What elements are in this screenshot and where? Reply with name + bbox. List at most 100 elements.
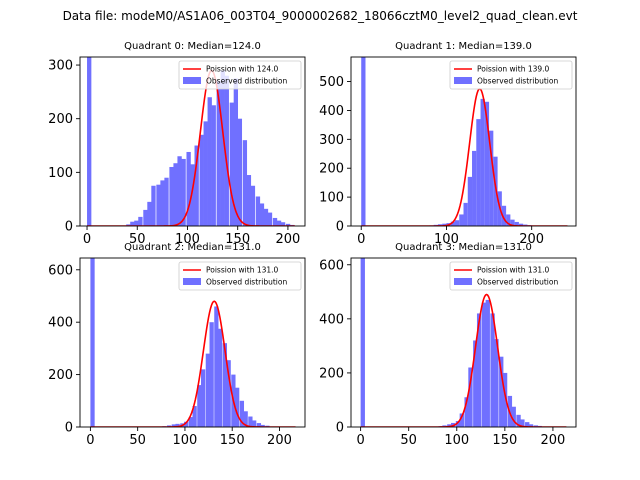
plot-area <box>90 258 296 427</box>
legend-label-observed: Observed distribution <box>477 278 558 287</box>
legend-box <box>449 60 573 90</box>
panel-quadrant-2: 0 50 100 150 200 0 200 400 600 Poission with 131.… <box>48 242 306 448</box>
hist-bar <box>501 205 507 226</box>
panel-quadrant-0: 0 50 100 150 200 0 100 200 300 Poission with 124.… <box>48 41 306 247</box>
axes-frame <box>350 56 577 227</box>
x-tick-label: 200 <box>276 232 301 247</box>
x-tick-label: 100 <box>173 433 198 448</box>
plot-area <box>361 57 568 226</box>
hist-bar <box>502 372 508 427</box>
hist-bar <box>481 302 487 427</box>
hist-bar <box>272 217 278 226</box>
plot-area <box>87 57 295 226</box>
y-tick-label: 0 <box>336 220 344 235</box>
x-tick-label: 200 <box>541 433 566 448</box>
hist-bar <box>243 411 248 427</box>
hist-bar <box>160 180 165 226</box>
hist-bar <box>280 222 286 226</box>
legend-label-observed: Observed distribution <box>206 278 287 287</box>
hist-bar <box>360 258 365 427</box>
hist-bar <box>276 220 282 226</box>
hist-bar <box>90 258 95 427</box>
x-tick-label: 100 <box>444 433 469 448</box>
y-tick-label: 0 <box>336 421 344 436</box>
hist-bar <box>459 214 464 226</box>
y-tick-label: 200 <box>319 162 344 177</box>
hist-bar <box>454 220 460 226</box>
hist-bar <box>211 105 216 226</box>
panel-quadrant-1: 0 100 200 0 100 200 300 400 500 Poission with 139… <box>319 41 577 247</box>
hist-bar <box>484 101 490 226</box>
hist-bar <box>134 220 139 226</box>
hist-bar <box>468 367 473 427</box>
hist-bar <box>239 400 245 427</box>
legend: Poission with 131.0 Observed distribution <box>449 261 573 291</box>
hist-bar <box>285 223 291 226</box>
y-tick-label: 400 <box>48 316 73 331</box>
hist-bar <box>463 202 468 226</box>
hist-bar <box>235 387 240 427</box>
hist-bar <box>209 322 214 427</box>
hist-bar <box>525 422 530 427</box>
hist-bar <box>186 151 191 226</box>
y-tick-label: 600 <box>48 263 73 278</box>
legend: Poission with 124.0 Observed distribution <box>178 60 302 90</box>
hist-bar <box>216 81 221 226</box>
hist-bar <box>190 164 195 226</box>
poisson-fit-line <box>90 300 296 427</box>
hist-bar <box>493 156 498 226</box>
hist-bar <box>130 221 135 226</box>
legend-label-fit: Poission with 131.0 <box>477 266 550 275</box>
hist-bar <box>164 177 169 226</box>
legend-label-observed: Observed distribution <box>206 77 287 86</box>
y-tick-label: 300 <box>48 59 73 74</box>
y-tick-label: 500 <box>319 75 344 90</box>
legend-label-fit: Poission with 124.0 <box>206 65 279 74</box>
hist-bar <box>455 421 461 427</box>
legend-patch-swatch <box>183 278 201 285</box>
x-tick-label: 50 <box>129 433 146 448</box>
legend-patch-swatch <box>183 77 201 84</box>
legend: Poission with 139.0 Observed distribution <box>449 60 573 90</box>
hist-bar <box>494 339 499 427</box>
hist-bar <box>476 313 482 427</box>
x-tick-label: 50 <box>400 433 417 448</box>
hist-bar <box>459 413 464 427</box>
x-tick-label: 50 <box>129 232 146 247</box>
legend-patch-swatch <box>454 77 472 84</box>
hist-bar <box>169 166 174 226</box>
hist-bar <box>516 414 521 427</box>
hist-bar <box>203 121 208 226</box>
hist-bar <box>250 185 256 226</box>
hist-bar <box>143 209 148 226</box>
hist-bar <box>188 417 193 427</box>
y-tick-label: 0 <box>65 220 73 235</box>
axes-frame <box>350 257 577 428</box>
x-tick-label: 200 <box>267 433 292 448</box>
hist-bar <box>472 150 477 226</box>
hist-bar <box>201 369 206 427</box>
hist-bar <box>263 208 269 226</box>
hist-bar <box>510 219 515 226</box>
y-tick-label: 200 <box>319 366 344 381</box>
hist-bar <box>226 360 231 427</box>
hist-bar <box>489 130 494 226</box>
y-tick-label: 400 <box>319 312 344 327</box>
y-tick-label: 200 <box>48 112 73 127</box>
hist-bar <box>518 223 524 226</box>
hist-bar <box>237 118 243 226</box>
x-tick-label: 0 <box>86 433 94 448</box>
poisson-fit-line <box>361 87 568 226</box>
hist-bar <box>437 224 443 226</box>
x-tick-label: 100 <box>175 232 200 247</box>
hist-bar <box>442 223 447 226</box>
hist-bar <box>533 425 539 427</box>
legend-label-fit: Poission with 131.0 <box>206 266 279 275</box>
hist-bar <box>467 176 473 226</box>
hist-bar <box>177 156 182 226</box>
hist-bar <box>248 416 253 427</box>
hist-bar <box>220 70 225 226</box>
panel-title: Quadrant 0: Median=124.0 <box>124 41 261 52</box>
x-tick-label: 0 <box>356 433 364 448</box>
